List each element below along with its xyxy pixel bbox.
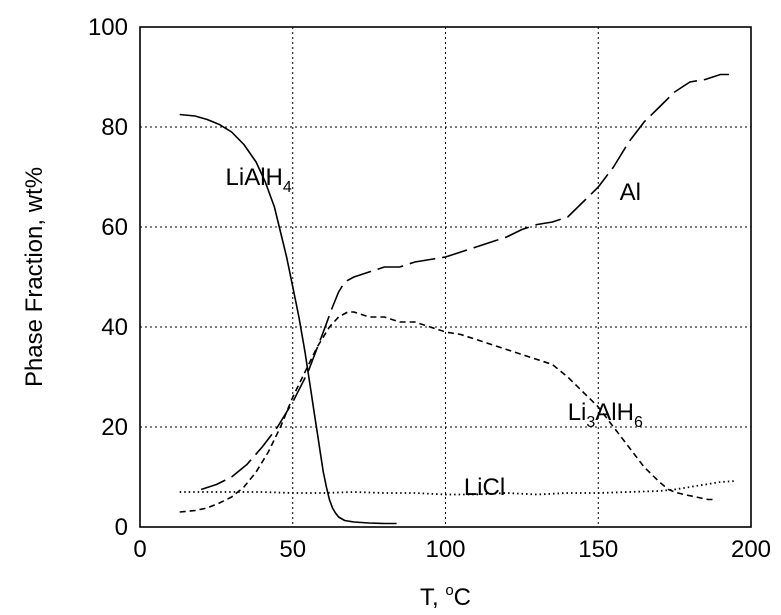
plot-frame [139, 26, 752, 528]
y-tick-label: 60 [101, 214, 128, 241]
x-tick-label: 50 [279, 536, 306, 563]
series-label-al: Al [620, 179, 641, 206]
y-axis-label: Phase Fraction, wt% [21, 167, 48, 387]
y-tick-label: 0 [115, 514, 128, 541]
label-subscript: 6 [634, 414, 643, 431]
series-group [179, 73, 736, 525]
series-label-licl: LiCl [464, 474, 505, 501]
y-tick-label: 20 [101, 414, 128, 441]
series-line-al [200, 73, 736, 491]
label-text: LiCl [464, 474, 505, 501]
y-tick-label: 100 [88, 14, 128, 41]
x-axis-label: T, oC [420, 582, 471, 611]
x-tick-label: 0 [133, 536, 146, 563]
label-subscript: 3 [586, 414, 595, 431]
label-text: LiAlH [226, 164, 283, 191]
label-text: AlH [595, 399, 634, 426]
y-tick-label: 80 [101, 114, 128, 141]
label-subscript: 4 [283, 179, 292, 196]
series-label-lialh4: LiAlH4 [226, 164, 292, 196]
x-tick-label: 200 [731, 536, 771, 563]
series-line-licl [179, 480, 736, 496]
series-line-lialh4 [179, 113, 397, 525]
x-tick-label: 150 [578, 536, 618, 563]
series-line-li3alh6 [179, 311, 715, 513]
x-tick-label: 100 [425, 536, 465, 563]
x-axis-label-unit: C [454, 584, 471, 611]
y-tick-label: 40 [101, 314, 128, 341]
label-text: Li [568, 399, 587, 426]
label-text: Al [620, 179, 641, 206]
tick-labels: 0 50 100 150 200 0 20 40 60 80 100 [88, 14, 771, 563]
degree-symbol: o [445, 582, 453, 599]
series-label-li3alh6: Li3AlH6 [568, 399, 643, 431]
grid-lines [140, 27, 751, 527]
x-axis-label-text: T, [420, 584, 445, 611]
